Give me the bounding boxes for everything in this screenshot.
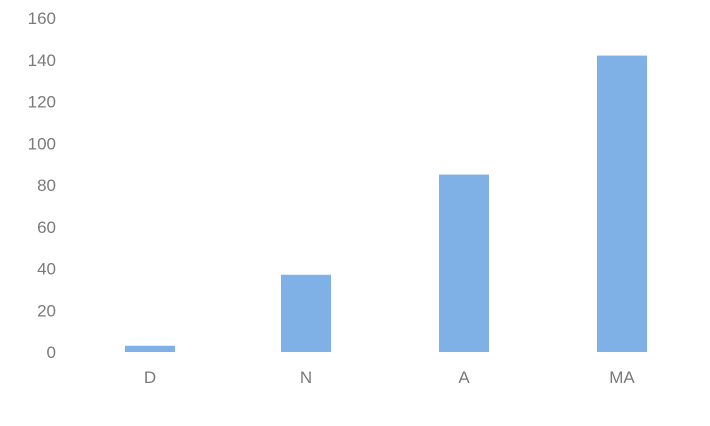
x-category-label: D xyxy=(144,368,156,387)
y-tick-label: 160 xyxy=(28,9,56,28)
y-axis-ticks: 0 20 40 60 80 100 120 140 160 xyxy=(28,9,56,362)
bar-series xyxy=(125,55,647,352)
bar-a xyxy=(439,174,489,352)
y-tick-label: 0 xyxy=(47,343,56,362)
x-category-label: A xyxy=(458,368,470,387)
x-category-label: MA xyxy=(609,368,635,387)
bar-d xyxy=(125,345,175,352)
bar-n xyxy=(281,274,331,352)
bar-ma xyxy=(597,55,647,352)
y-tick-label: 80 xyxy=(37,176,56,195)
y-tick-label: 140 xyxy=(28,51,56,70)
y-tick-label: 60 xyxy=(37,218,56,237)
x-axis-labels: D N A MA xyxy=(144,368,636,387)
y-tick-label: 100 xyxy=(28,134,56,153)
y-tick-label: 20 xyxy=(37,301,56,320)
x-category-label: N xyxy=(300,368,312,387)
y-tick-label: 120 xyxy=(28,93,56,112)
y-tick-label: 40 xyxy=(37,260,56,279)
